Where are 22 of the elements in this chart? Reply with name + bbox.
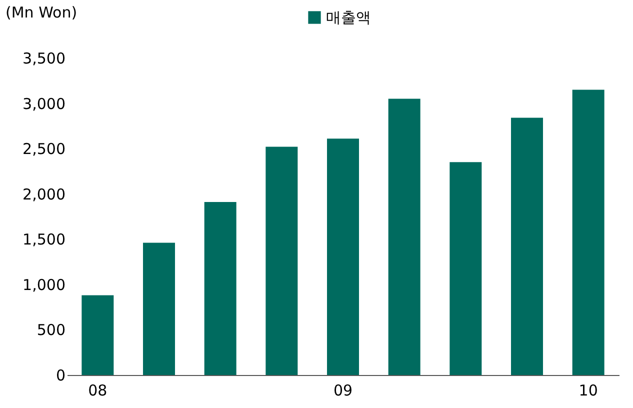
bar xyxy=(82,295,114,375)
y-tick-label: 500 xyxy=(36,321,66,340)
x-tick-label: 10 xyxy=(578,382,598,400)
y-tick-label: 3,000 xyxy=(22,94,66,113)
y-tick-label: 1,500 xyxy=(22,230,66,249)
y-tick-label: 0 xyxy=(56,366,66,384)
legend-label: 매출액 xyxy=(326,8,371,26)
bar xyxy=(572,90,604,375)
bar xyxy=(143,242,175,375)
y-axis-title: (Mn Won) xyxy=(6,4,78,22)
y-tick-label: 1,000 xyxy=(22,276,66,294)
y-tick-label: 2,500 xyxy=(22,140,66,158)
x-tick-label: 08 xyxy=(88,382,108,400)
bar xyxy=(511,118,543,375)
bar xyxy=(450,162,482,375)
x-tick-label: 09 xyxy=(333,382,353,400)
y-tick-label: 3,500 xyxy=(22,50,66,68)
bar xyxy=(327,138,359,375)
y-tick-label: 2,000 xyxy=(22,185,66,204)
bar xyxy=(204,202,236,375)
bar xyxy=(266,146,298,375)
bar xyxy=(388,98,420,375)
